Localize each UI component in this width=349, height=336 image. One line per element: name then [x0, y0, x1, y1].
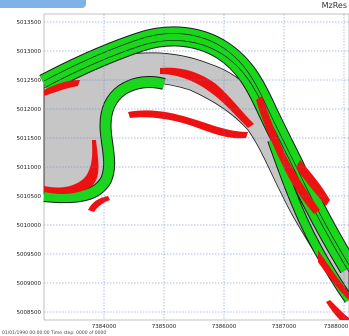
window-title: MzRes: [321, 1, 347, 10]
y-tick-label: 5013500: [17, 20, 42, 26]
grid-lines: [44, 14, 349, 320]
y-tick-label: 5011000: [17, 165, 42, 171]
channel-line-a: [43, 33, 349, 266]
y-tick-label: 5012000: [17, 107, 42, 113]
x-tick-label: 7388000: [324, 324, 349, 330]
x-tick-label: 7385000: [152, 324, 177, 330]
y-tick-label: 5008500: [17, 310, 42, 316]
dry-cells-mid-band: [128, 110, 248, 139]
x-tick-label: 7387000: [272, 324, 297, 330]
dry-cells-left-bank: [44, 80, 80, 96]
x-axis-labels: 7384000 7385000 7386000 7387000 7388000: [92, 324, 349, 330]
x-tick-label: 7386000: [212, 324, 237, 330]
dry-cells-lower-right: [296, 160, 330, 206]
dry-cells-loop-base: [88, 196, 110, 212]
dry-cells: [44, 67, 349, 320]
y-tick-label: 5009000: [17, 281, 42, 287]
status-bar-text: 01/01/1990 00:00:00 Time step: 0000 of 0…: [2, 330, 106, 336]
dry-cells-bottom-corner: [326, 300, 349, 320]
dry-cells-bottom-edge: [318, 250, 349, 300]
active-tab-indicator[interactable]: [0, 0, 86, 8]
y-tick-label: 5011500: [17, 136, 42, 142]
y-tick-label: 5013000: [17, 49, 42, 55]
y-tick-label: 5009500: [17, 252, 42, 258]
y-axis-labels: 5013500 5013000 5012500 5012000 5011500 …: [17, 20, 42, 316]
y-tick-label: 5010000: [17, 223, 42, 229]
x-tick-label: 7384000: [92, 324, 117, 330]
y-tick-label: 5010500: [17, 194, 42, 200]
dry-cells-right-bank: [256, 96, 320, 214]
y-tick-label: 5012500: [17, 78, 42, 84]
dry-cells-left-loop: [44, 140, 99, 194]
secondary-channel-fill: [43, 77, 166, 203]
dry-cells-upper-right: [160, 67, 254, 128]
